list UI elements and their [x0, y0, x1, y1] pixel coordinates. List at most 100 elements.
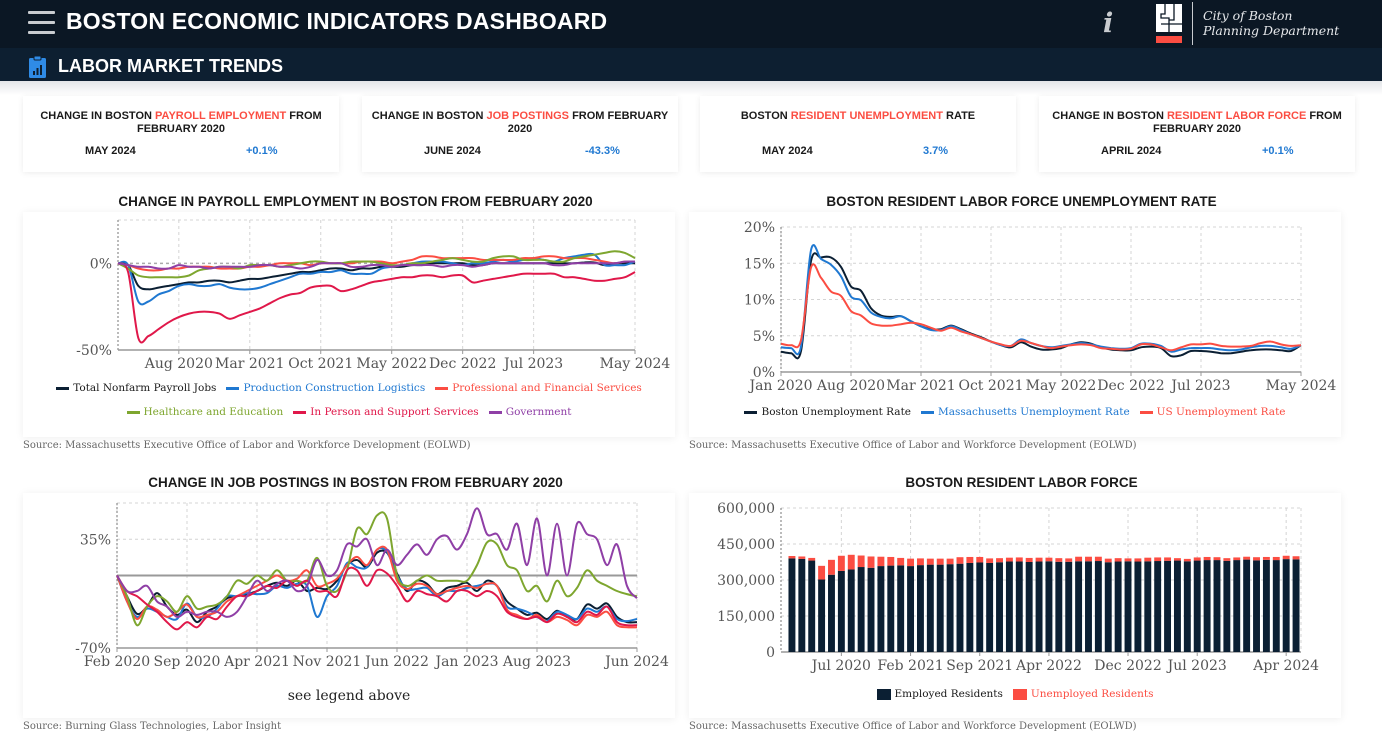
y-tick-label: 0: [766, 645, 775, 661]
x-tick-label: Aug 2023: [502, 654, 571, 670]
x-tick-label: Apr 2021: [223, 654, 290, 670]
payroll-source: Source: Massachusetts Executive Office o…: [23, 440, 471, 451]
kpi-card: BOSTON RESIDENT UNEMPLOYMENT RATE MAY 202…: [700, 96, 1016, 172]
bar-unemployed: [818, 565, 826, 580]
bar-unemployed: [1173, 558, 1181, 561]
hamburger-menu-icon[interactable]: [28, 11, 55, 35]
bar-employed: [1243, 559, 1251, 652]
bar-unemployed: [837, 555, 845, 571]
legend-swatch-icon: [876, 688, 891, 700]
legend-item[interactable]: Unemployed Residents: [1012, 688, 1153, 700]
bar-employed: [818, 579, 826, 652]
bar-employed: [936, 564, 944, 652]
bar-unemployed: [956, 557, 964, 564]
x-tick-label: Dec 2022: [1094, 658, 1161, 674]
y-tick-label: 0%: [90, 256, 112, 272]
bar-employed: [946, 564, 954, 652]
x-tick-label: Jul 2020: [810, 658, 871, 674]
bar-unemployed: [828, 559, 835, 575]
bar-employed: [1233, 560, 1241, 652]
bar-employed: [907, 566, 915, 652]
legend-label: Government: [505, 406, 572, 418]
bar-unemployed: [1282, 555, 1290, 560]
legend-item[interactable]: Total Nonfarm Payroll Jobs: [56, 382, 216, 394]
y-tick-label: 0%: [753, 365, 775, 381]
y-tick-label: 15%: [744, 256, 775, 272]
x-tick-label: Oct 2021: [288, 356, 353, 372]
x-tick-label: Sep 2020: [154, 654, 221, 670]
legend-item[interactable]: In Person and Support Services: [293, 406, 479, 418]
bar-employed: [1193, 560, 1201, 652]
bar-unemployed: [1104, 558, 1112, 563]
bar-employed: [1094, 561, 1102, 652]
x-tick-label: Mar 2021: [886, 378, 955, 394]
unemployment-chart-title: BOSTON RESIDENT LABOR FORCE UNEMPLOYMENT…: [826, 194, 1217, 209]
legend-item[interactable]: Employed Residents: [876, 688, 1003, 700]
bar-employed: [1262, 559, 1270, 652]
bar-unemployed: [1253, 557, 1260, 561]
kpi-value: 3.7%: [923, 145, 949, 157]
bar-unemployed: [1183, 558, 1191, 562]
legend-item[interactable]: Production Construction Logistics: [226, 382, 425, 394]
info-icon[interactable]: i: [1103, 8, 1114, 39]
laborforce-chart-title: BOSTON RESIDENT LABOR FORCE: [905, 475, 1138, 490]
x-tick-label: Jan 2020: [747, 378, 812, 394]
bar-employed: [986, 562, 994, 652]
x-tick-label: Jul 2023: [502, 356, 563, 372]
kpi-value: -43.3%: [585, 145, 620, 157]
bar-unemployed: [1035, 557, 1043, 562]
y-tick-label: 300,000: [717, 573, 775, 589]
section-header-bar: LABOR MARKET TRENDS: [0, 48, 1382, 81]
bar-unemployed: [1114, 558, 1122, 562]
bar-unemployed: [847, 554, 855, 570]
legend-swatch-icon: [1139, 410, 1153, 414]
x-tick-label: Feb 2020: [84, 654, 150, 670]
legend-swatch-icon: [744, 410, 758, 414]
postings-chart-panel: 35% -70% Feb 2020 Sep 2020 Apr 2021 Nov 2021 J…: [23, 493, 675, 718]
bar-unemployed: [986, 558, 994, 563]
unemployment-legend: Boston Unemployment Rate Massachusetts Un…: [689, 406, 1341, 418]
x-tick-label: Dec 2022: [429, 356, 496, 372]
bar-unemployed: [1193, 557, 1201, 561]
legend-item[interactable]: Massachusetts Unemployment Rate: [921, 406, 1130, 418]
kpi-card: CHANGE IN BOSTON PAYROLL EMPLOYMENT FROM…: [23, 96, 339, 172]
legend-item[interactable]: Boston Unemployment Rate: [744, 406, 911, 418]
kpi-card: CHANGE IN BOSTON RESIDENT LABOR FORCE FR…: [1039, 96, 1355, 172]
payroll-chart-title: CHANGE IN PAYROLL EMPLOYMENT IN BOSTON F…: [118, 194, 593, 209]
bar-unemployed: [1015, 557, 1023, 562]
x-tick-label: Apr 2024: [1252, 658, 1319, 674]
bar-employed: [1144, 561, 1152, 652]
bar-unemployed: [1223, 558, 1231, 561]
bar-employed: [976, 562, 984, 652]
bar-employed: [1025, 562, 1033, 652]
bar-unemployed: [1203, 556, 1211, 561]
bar-employed: [1282, 559, 1290, 652]
bar-unemployed: [1124, 558, 1132, 562]
unemployment-line-chart: 0% 5% 10% 15% 20% Jan 2020 Aug 2020 Mar 2021 Oct…: [744, 220, 1337, 394]
bar-employed: [1292, 559, 1300, 652]
kpi-title-pre: CHANGE IN BOSTON: [40, 110, 156, 122]
kpi-title-pre: CHANGE IN BOSTON: [1052, 110, 1167, 122]
bar-employed: [847, 569, 855, 652]
laborforce-legend: Employed Residents Unemployed Residents: [689, 688, 1341, 700]
legend-item[interactable]: US Unemployment Rate: [1139, 406, 1286, 418]
legend-item[interactable]: Healthcare and Education: [126, 406, 283, 418]
laborforce-chart-panel: 0 150,000 300,000 450,000 600,000 Jul 2020 Feb…: [689, 493, 1341, 718]
legend-item[interactable]: Government: [488, 406, 572, 418]
city-of-boston-logo-icon: [1156, 4, 1182, 43]
x-tick-label: May 2024: [1266, 378, 1337, 394]
y-tick-label: -70%: [75, 641, 111, 657]
x-tick-label: Jul 2023: [1169, 378, 1230, 394]
kpi-date: APRIL 2024: [1101, 145, 1162, 157]
postings-chart-title: CHANGE IN JOB POSTINGS IN BOSTON FROM FE…: [148, 475, 563, 490]
x-tick-label: Aug 2020: [816, 378, 885, 394]
legend-label: Total Nonfarm Payroll Jobs: [73, 382, 217, 394]
bar-unemployed: [1164, 557, 1172, 561]
bar-employed: [788, 558, 796, 652]
legend-item[interactable]: Professional and Financial Services: [435, 382, 642, 394]
y-tick-label: 150,000: [717, 609, 775, 625]
y-tick-label: 35%: [80, 532, 111, 548]
legend-label: Production Construction Logistics: [243, 382, 426, 394]
series-line-boston-unemployment-rate: [780, 252, 1302, 360]
series-line-healthcare-and-education: [117, 250, 636, 279]
